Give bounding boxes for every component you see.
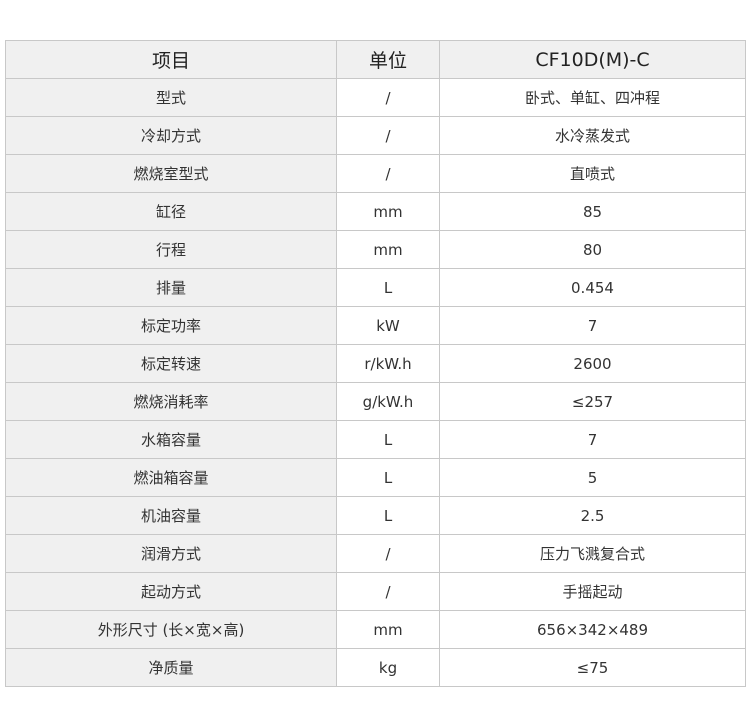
cell-value: 直喷式	[439, 154, 746, 193]
table-row: 水箱容量 L 7	[5, 420, 746, 459]
cell-value: 7	[439, 306, 746, 345]
cell-item: 润滑方式	[5, 534, 337, 573]
cell-value: 水冷蒸发式	[439, 116, 746, 155]
table-row: 净质量 kg ≤75	[5, 648, 746, 687]
cell-item: 净质量	[5, 648, 337, 687]
table-row: 起动方式 / 手摇起动	[5, 572, 746, 611]
cell-unit: mm	[336, 230, 440, 269]
cell-item: 冷却方式	[5, 116, 337, 155]
cell-unit: kW	[336, 306, 440, 345]
cell-unit: kg	[336, 648, 440, 687]
table-row: 行程 mm 80	[5, 230, 746, 269]
cell-value: ≤257	[439, 382, 746, 421]
table-row: 润滑方式 / 压力飞溅复合式	[5, 534, 746, 573]
spec-table: 项目 单位 CF10D(M)-C 型式 / 卧式、单缸、四冲程 冷却方式 / 水冷蒸发式燃…	[5, 40, 746, 687]
cell-item: 外形尺寸 (长×宽×高)	[5, 610, 337, 649]
cell-value: 卧式、单缸、四冲程	[439, 78, 746, 117]
cell-unit: mm	[336, 610, 440, 649]
cell-value: 2.5	[439, 496, 746, 535]
table-row: 排量 L 0.454	[5, 268, 746, 307]
cell-unit: g/kW.h	[336, 382, 440, 421]
cell-item: 标定功率	[5, 306, 337, 345]
cell-item: 标定转速	[5, 344, 337, 383]
cell-item: 起动方式	[5, 572, 337, 611]
cell-item: 缸径	[5, 192, 337, 231]
header-item: 项目	[5, 40, 337, 79]
cell-item: 燃烧消耗率	[5, 382, 337, 421]
cell-unit: /	[336, 154, 440, 193]
table-row: 燃烧室型式 / 直喷式	[5, 154, 746, 193]
cell-unit: L	[336, 420, 440, 459]
header-unit: 单位	[336, 40, 440, 79]
cell-item: 燃烧室型式	[5, 154, 337, 193]
cell-unit: /	[336, 572, 440, 611]
table-row: 燃油箱容量 L 5	[5, 458, 746, 497]
header-model: CF10D(M)-C	[439, 40, 746, 79]
cell-value: 2600	[439, 344, 746, 383]
table-row: 机油容量 L 2.5	[5, 496, 746, 535]
cell-value: 656×342×489	[439, 610, 746, 649]
table-row: 燃烧消耗率 g/kW.h ≤257	[5, 382, 746, 421]
cell-item: 行程	[5, 230, 337, 269]
cell-value: 手摇起动	[439, 572, 746, 611]
table-header-row: 项目 单位 CF10D(M)-C	[5, 40, 746, 79]
cell-value: 0.454	[439, 268, 746, 307]
cell-unit: L	[336, 496, 440, 535]
cell-unit: L	[336, 458, 440, 497]
table-row: 型式 / 卧式、单缸、四冲程	[5, 78, 746, 117]
table-row: 标定功率 kW 7	[5, 306, 746, 345]
cell-unit: L	[336, 268, 440, 307]
cell-unit: /	[336, 116, 440, 155]
cell-item: 水箱容量	[5, 420, 337, 459]
cell-value: ≤75	[439, 648, 746, 687]
cell-value: 7	[439, 420, 746, 459]
table-row: 缸径 mm 85	[5, 192, 746, 231]
cell-unit: mm	[336, 192, 440, 231]
cell-item: 排量	[5, 268, 337, 307]
cell-value: 85	[439, 192, 746, 231]
cell-unit: r/kW.h	[336, 344, 440, 383]
cell-item: 型式	[5, 78, 337, 117]
cell-value: 压力飞溅复合式	[439, 534, 746, 573]
table-row: 冷却方式 / 水冷蒸发式	[5, 116, 746, 155]
table-row: 标定转速 r/kW.h 2600	[5, 344, 746, 383]
cell-item: 燃油箱容量	[5, 458, 337, 497]
cell-unit: /	[336, 78, 440, 117]
cell-item: 机油容量	[5, 496, 337, 535]
cell-value: 5	[439, 458, 746, 497]
table-row: 外形尺寸 (长×宽×高) mm 656×342×489	[5, 610, 746, 649]
cell-unit: /	[336, 534, 440, 573]
cell-value: 80	[439, 230, 746, 269]
